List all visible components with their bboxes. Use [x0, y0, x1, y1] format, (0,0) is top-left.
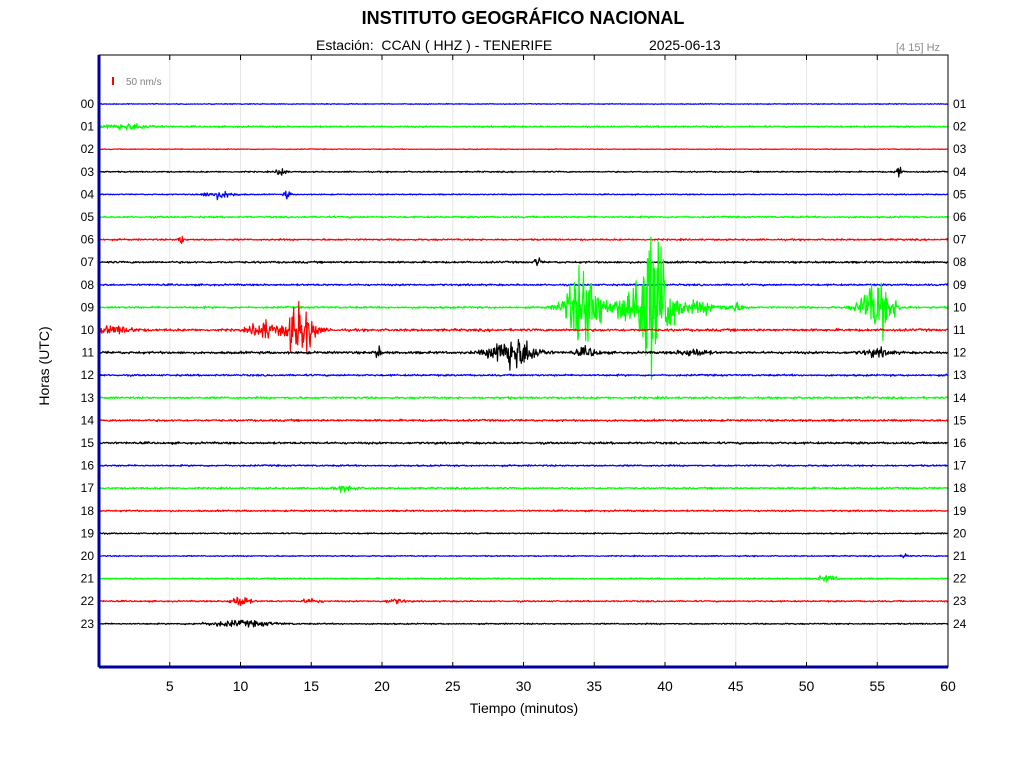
hour-label-left: 02: [81, 142, 95, 156]
trace-03: [98, 166, 949, 178]
hour-label-right: 19: [953, 504, 967, 518]
x-tick-label: 35: [586, 678, 602, 694]
station-label: Estación: CCAN ( HHZ ) - TENERIFE: [316, 37, 553, 53]
hour-label-left: 12: [81, 368, 95, 382]
hour-label-left: 16: [81, 459, 95, 473]
trace-16: [98, 463, 949, 468]
hour-label-left: 09: [81, 300, 95, 314]
trace-12: [98, 373, 949, 377]
x-tick-label: 40: [657, 678, 673, 694]
hour-label-right: 24: [953, 617, 967, 631]
trace-15: [98, 441, 949, 445]
x-tick-label: 25: [445, 678, 461, 694]
hour-label-left: 07: [81, 255, 95, 269]
trace-23: [98, 619, 949, 628]
hour-label-left: 10: [81, 323, 95, 337]
x-tick-label: 5: [166, 678, 174, 694]
trace-20: [98, 553, 949, 559]
hour-label-right: 10: [953, 300, 967, 314]
hour-label-right: 22: [953, 572, 967, 586]
date-label: 2025-06-13: [649, 37, 721, 53]
x-tick-label: 20: [374, 678, 390, 694]
hour-label-right: 17: [953, 459, 967, 473]
hour-label-left: 14: [81, 413, 95, 427]
hour-label-right: 05: [953, 187, 967, 201]
trace-06: [98, 235, 949, 245]
hour-label-right: 02: [953, 120, 967, 134]
trace-19: [98, 531, 949, 535]
hour-label-right: 20: [953, 526, 967, 540]
trace-11: [98, 338, 949, 371]
hour-label-right: 11: [953, 323, 966, 337]
hour-label-right: 18: [953, 481, 967, 495]
trace-09: [98, 236, 949, 380]
trace-10: [98, 300, 949, 355]
x-tick-label: 10: [233, 678, 249, 694]
trace-21: [98, 574, 949, 583]
hour-label-right: 06: [953, 210, 967, 224]
x-tick-label: 30: [516, 678, 532, 694]
x-axis-label: Tiempo (minutos): [469, 700, 579, 716]
x-tick-label: 45: [728, 678, 744, 694]
trace-13: [98, 395, 949, 400]
trace-07: [98, 257, 949, 267]
x-tick-label: 60: [940, 678, 956, 694]
trace-08: [98, 283, 949, 287]
trace-05: [98, 215, 949, 219]
hour-label-left: 03: [81, 165, 95, 179]
trace-00: [98, 102, 949, 106]
chart-title: INSTITUTO GEOGRÁFICO NACIONAL: [361, 8, 685, 28]
scale-bar-label: 50 nm/s: [126, 77, 162, 88]
hour-label-left: 04: [81, 187, 95, 201]
trace-18: [98, 509, 949, 513]
x-tick-label: 15: [303, 678, 319, 694]
trace-22: [98, 596, 949, 607]
filter-band-label: [4 15] Hz: [896, 42, 941, 54]
hour-label-right: 08: [953, 255, 967, 269]
hour-label-right: 12: [953, 346, 967, 360]
hour-label-right: 13: [953, 368, 967, 382]
hour-label-left: 01: [81, 120, 95, 134]
hour-label-right: 09: [953, 278, 967, 292]
trace-01: [98, 123, 949, 131]
hour-label-left: 08: [81, 278, 95, 292]
trace-14: [98, 418, 949, 423]
hour-label-left: 21: [81, 572, 95, 586]
hour-label-right: 04: [953, 165, 967, 179]
x-tick-label: 50: [799, 678, 815, 694]
hour-label-left: 18: [81, 504, 95, 518]
hour-label-right: 07: [953, 233, 967, 247]
hour-label-left: 15: [81, 436, 95, 450]
hour-label-left: 19: [81, 526, 95, 540]
hour-label-right: 14: [953, 391, 967, 405]
hour-label-right: 15: [953, 413, 967, 427]
hour-label-left: 11: [82, 346, 95, 360]
hour-label-left: 00: [81, 97, 95, 111]
hour-label-left: 13: [81, 391, 95, 405]
hour-label-right: 21: [953, 549, 967, 563]
hour-label-right: 03: [953, 142, 967, 156]
trace-02: [98, 148, 949, 151]
hour-label-left: 23: [81, 617, 95, 631]
trace-04: [98, 190, 949, 201]
hour-label-left: 17: [81, 481, 95, 495]
hour-label-left: 20: [81, 549, 95, 563]
x-tick-label: 55: [869, 678, 885, 694]
hour-label-right: 16: [953, 436, 967, 450]
hour-label-left: 05: [81, 210, 95, 224]
hour-label-right: 23: [953, 594, 967, 608]
hour-label-right: 01: [953, 97, 967, 111]
hour-label-left: 06: [81, 233, 95, 247]
trace-17: [98, 485, 949, 493]
hour-label-left: 22: [81, 594, 95, 608]
